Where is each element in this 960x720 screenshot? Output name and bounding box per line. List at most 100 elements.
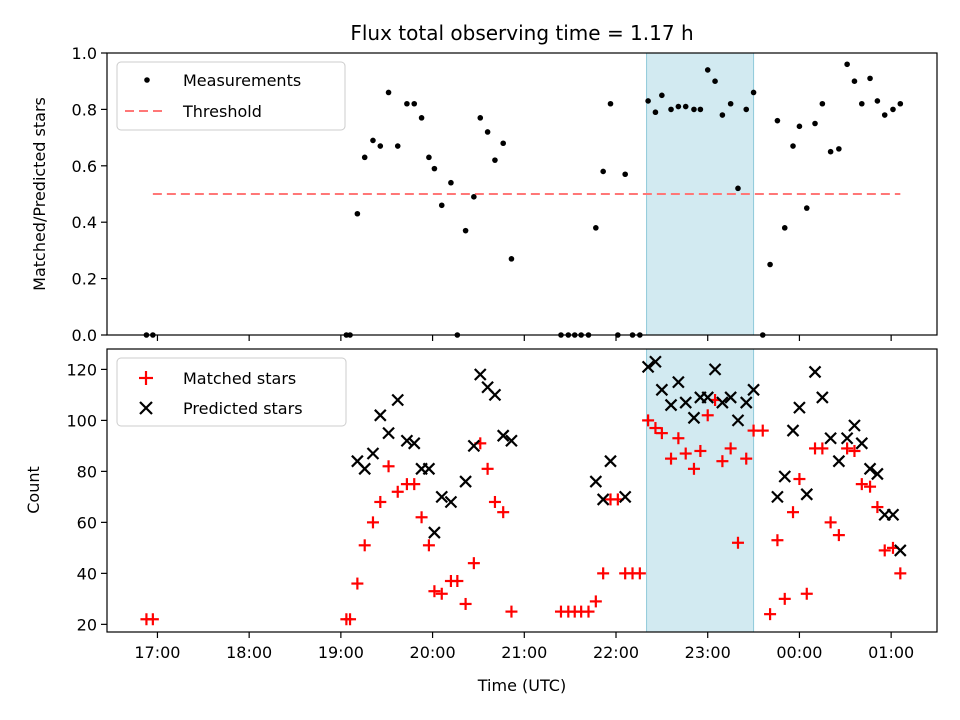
measurement-point bbox=[411, 100, 418, 107]
top-plot-frame bbox=[106, 52, 938, 336]
predicted-star-point bbox=[778, 470, 792, 483]
predicted-star-point bbox=[596, 493, 610, 506]
measurement-point bbox=[477, 115, 484, 121]
predicted-star-point bbox=[428, 526, 441, 539]
measurement-point bbox=[675, 103, 682, 110]
measurement-point bbox=[682, 103, 689, 110]
measurement-point bbox=[858, 100, 865, 107]
x-tick-label: 21:00 bbox=[501, 643, 547, 662]
matched-star-point bbox=[415, 511, 428, 524]
bottom-x-axis: 17:00 18:00 19:00 20:00 21:00 22:00 23:00 00:00… bbox=[134, 632, 914, 662]
legend-matched-label: Matched stars bbox=[183, 369, 296, 388]
predicted-star-point bbox=[687, 411, 701, 425]
predicted-star-point bbox=[886, 508, 900, 521]
measurement-point bbox=[812, 120, 818, 127]
predicted-star-point bbox=[701, 391, 714, 404]
measurement-point bbox=[645, 98, 651, 104]
y-tick-label: 80 bbox=[77, 462, 97, 481]
measurement-point bbox=[448, 179, 454, 186]
bottom-y-axis: 20 40 60 80 100 120 bbox=[66, 360, 107, 634]
measurement-point bbox=[719, 112, 726, 118]
predicted-star-points bbox=[351, 355, 907, 557]
matched-star-point bbox=[582, 605, 595, 618]
matched-star-point bbox=[787, 506, 800, 519]
matched-star-point bbox=[672, 432, 685, 445]
measurement-point bbox=[377, 143, 384, 149]
measurement-point bbox=[803, 205, 810, 211]
predicted-star-point bbox=[863, 462, 877, 476]
legend-matched-marker bbox=[139, 371, 153, 385]
matched-star-point bbox=[428, 585, 441, 598]
measurement-point bbox=[607, 100, 614, 107]
bottom-y-axis-label: Count bbox=[24, 466, 43, 514]
y-tick-label: 0.4 bbox=[72, 213, 97, 232]
y-tick-label: 120 bbox=[66, 360, 97, 379]
matched-star-point bbox=[756, 424, 769, 437]
matched-star-point bbox=[344, 613, 357, 626]
measurement-point bbox=[385, 89, 392, 96]
predicted-star-point bbox=[407, 437, 421, 450]
predicted-star-point bbox=[374, 409, 387, 422]
x-tick-label: 01:00 bbox=[868, 643, 914, 662]
predicted-star-point bbox=[716, 396, 729, 409]
x-tick-label: 18:00 bbox=[226, 643, 272, 662]
legend-measurements-marker bbox=[144, 77, 150, 83]
predicted-star-point bbox=[786, 424, 800, 437]
bottom-legend-box bbox=[116, 357, 347, 427]
measurement-point bbox=[492, 157, 498, 163]
predicted-star-point bbox=[848, 419, 861, 432]
bottom-x-axis-label: Time (UTC) bbox=[477, 676, 566, 695]
predicted-star-point bbox=[894, 544, 907, 557]
measurement-point bbox=[796, 123, 803, 130]
measurement-point bbox=[426, 154, 432, 161]
measurement-point bbox=[836, 146, 842, 152]
measurement-point bbox=[890, 106, 896, 113]
y-tick-label: 100 bbox=[66, 411, 97, 430]
measurement-point bbox=[370, 137, 376, 144]
measurement-point bbox=[361, 154, 368, 161]
measurement-point bbox=[827, 148, 834, 155]
matched-star-point bbox=[848, 444, 861, 457]
measurement-point bbox=[668, 106, 674, 113]
measurement-point bbox=[819, 100, 826, 107]
measurement-point bbox=[652, 109, 659, 116]
matched-star-point bbox=[878, 544, 891, 557]
predicted-star-point bbox=[488, 388, 502, 402]
predicted-star-point bbox=[589, 475, 603, 488]
top-legend-box bbox=[116, 61, 346, 131]
predicted-star-point bbox=[496, 429, 510, 442]
matched-star-point bbox=[391, 485, 404, 498]
predicted-star-point bbox=[724, 391, 737, 404]
predicted-star-point bbox=[366, 447, 380, 460]
matched-star-point bbox=[597, 567, 610, 580]
legend-predicted-marker bbox=[139, 401, 153, 415]
predicted-star-point bbox=[467, 439, 481, 453]
predicted-star-point bbox=[808, 365, 822, 379]
measurement-point bbox=[844, 61, 850, 68]
measurement-point bbox=[881, 112, 888, 118]
predicted-star-point bbox=[793, 401, 806, 414]
measurement-point bbox=[727, 100, 734, 107]
measurement-point bbox=[622, 171, 628, 178]
measurement-point bbox=[750, 89, 757, 96]
predicted-star-point bbox=[422, 462, 436, 476]
bottom-plot-frame bbox=[106, 348, 938, 633]
x-tick-label: 17:00 bbox=[134, 643, 180, 662]
x-tick-label: 23:00 bbox=[685, 643, 731, 662]
y-tick-label: 40 bbox=[77, 564, 97, 583]
predicted-star-point bbox=[708, 363, 722, 376]
matched-star-point bbox=[633, 567, 646, 580]
y-tick-label: 0.0 bbox=[72, 326, 97, 345]
predicted-star-point bbox=[655, 383, 669, 397]
matched-star-point bbox=[505, 605, 518, 618]
matched-star-point bbox=[481, 462, 494, 475]
matched-star-point bbox=[382, 460, 395, 473]
matched-star-point bbox=[374, 495, 387, 508]
x-tick-label: 19:00 bbox=[318, 643, 364, 662]
top-legend: Measurements Threshold bbox=[116, 61, 346, 131]
measurement-point bbox=[767, 261, 773, 268]
measurement-point bbox=[781, 225, 788, 231]
matched-star-point bbox=[459, 597, 472, 610]
matched-star-point bbox=[824, 516, 837, 529]
